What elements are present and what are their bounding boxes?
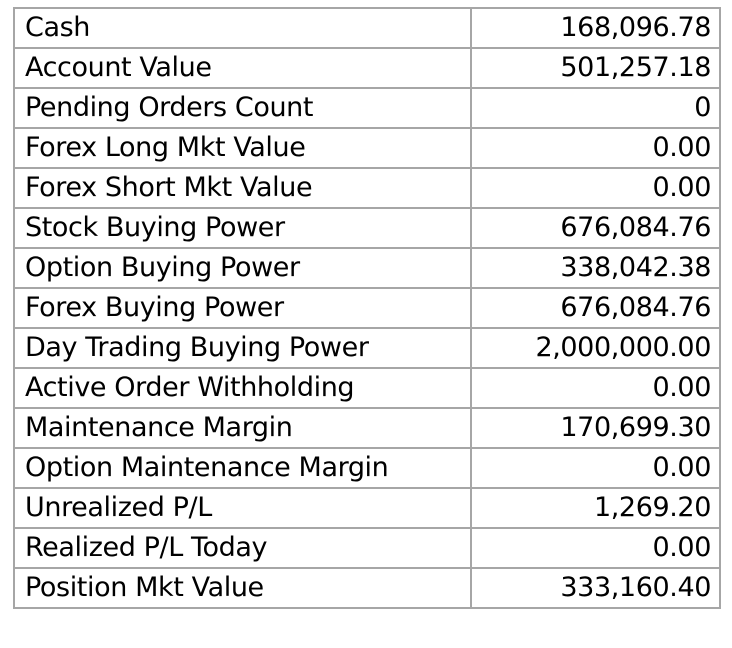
row-label: Pending Orders Count: [13, 87, 472, 129]
row-label: Option Buying Power: [13, 247, 472, 289]
account-summary-table: Cash 168,096.78 Account Value 501,257.18…: [13, 7, 721, 609]
table-row: Day Trading Buying Power 2,000,000.00: [13, 327, 721, 369]
row-value: 2,000,000.00: [470, 327, 721, 369]
account-summary-container: Cash 168,096.78 Account Value 501,257.18…: [13, 7, 721, 609]
row-value: 338,042.38: [470, 247, 721, 289]
row-value: 676,084.76: [470, 287, 721, 329]
row-value: 0.00: [470, 167, 721, 209]
row-value: 1,269.20: [470, 487, 721, 529]
row-label: Day Trading Buying Power: [13, 327, 472, 369]
row-label: Maintenance Margin: [13, 407, 472, 449]
table-row: Stock Buying Power 676,084.76: [13, 207, 721, 249]
row-label: Forex Long Mkt Value: [13, 127, 472, 169]
row-value: 170,699.30: [470, 407, 721, 449]
row-label: Forex Buying Power: [13, 287, 472, 329]
row-label: Stock Buying Power: [13, 207, 472, 249]
table-row: Option Buying Power 338,042.38: [13, 247, 721, 289]
row-label: Account Value: [13, 47, 472, 89]
table-row: Pending Orders Count 0: [13, 87, 721, 129]
row-value: 0.00: [470, 367, 721, 409]
row-value: 168,096.78: [470, 7, 721, 49]
row-value: 0: [470, 87, 721, 129]
table-row: Account Value 501,257.18: [13, 47, 721, 89]
row-value: 501,257.18: [470, 47, 721, 89]
row-label: Realized P/L Today: [13, 527, 472, 569]
table-row: Option Maintenance Margin 0.00: [13, 447, 721, 489]
table-row: Position Mkt Value 333,160.40: [13, 567, 721, 609]
row-value: 0.00: [470, 127, 721, 169]
row-label: Active Order Withholding: [13, 367, 472, 409]
row-value: 333,160.40: [470, 567, 721, 609]
row-label: Option Maintenance Margin: [13, 447, 472, 489]
table-row: Forex Long Mkt Value 0.00: [13, 127, 721, 169]
row-label: Position Mkt Value: [13, 567, 472, 609]
row-label: Unrealized P/L: [13, 487, 472, 529]
row-value: 0.00: [470, 527, 721, 569]
table-row: Forex Buying Power 676,084.76: [13, 287, 721, 329]
row-value: 0.00: [470, 447, 721, 489]
table-row: Maintenance Margin 170,699.30: [13, 407, 721, 449]
table-row: Cash 168,096.78: [13, 7, 721, 49]
table-row: Active Order Withholding 0.00: [13, 367, 721, 409]
row-label: Forex Short Mkt Value: [13, 167, 472, 209]
table-row: Forex Short Mkt Value 0.00: [13, 167, 721, 209]
table-row: Realized P/L Today 0.00: [13, 527, 721, 569]
table-row: Unrealized P/L 1,269.20: [13, 487, 721, 529]
row-value: 676,084.76: [470, 207, 721, 249]
row-label: Cash: [13, 7, 472, 49]
